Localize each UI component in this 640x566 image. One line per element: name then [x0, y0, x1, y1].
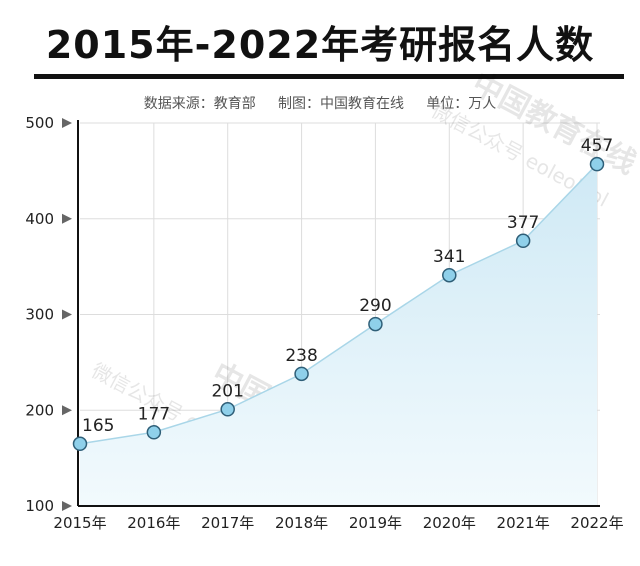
data-point [294, 366, 309, 382]
y-tick-arrow-icon [62, 501, 72, 511]
x-tick-label: 2021年 [497, 514, 550, 532]
x-tick-label: 2019年 [349, 514, 402, 532]
y-tick-arrow-icon [62, 405, 72, 416]
y-tick-label: 400 [25, 210, 54, 228]
area-series [79, 163, 598, 507]
data-label: 238 [285, 346, 317, 366]
data-label: 457 [581, 136, 613, 156]
data-label: 201 [211, 381, 243, 401]
series-line [79, 163, 598, 445]
source-line: 数据来源：教育部 制图：中国教育在线 单位：万人 [143, 96, 497, 112]
chart-title: 2015年-2022年考研报名人数 [45, 23, 595, 67]
data-label: 377 [507, 213, 539, 233]
y-tick-label: 200 [25, 401, 54, 419]
data-label: 341 [433, 247, 465, 267]
data-label: 290 [359, 296, 391, 316]
x-tick-label: 2015年 [53, 514, 106, 532]
x-tick-label: 2020年 [423, 514, 476, 532]
data-point [515, 233, 531, 249]
x-tick-label: 2016年 [127, 514, 180, 532]
y-tick-arrow-icon [62, 309, 72, 320]
data-labels: 165 177 201 238 290 341 377 457 [82, 136, 613, 436]
data-point [146, 425, 162, 440]
x-tick-label: 2022年 [570, 514, 623, 532]
axes: 100 200 300 400 500 2015年 2016年 2017年 2018年 2019年… [25, 114, 623, 532]
x-tick-label: 2017年 [201, 514, 254, 532]
title-underline [34, 74, 624, 79]
y-tick-arrow-icon [62, 213, 72, 224]
y-tick-label: 500 [25, 114, 54, 132]
data-point [368, 316, 383, 332]
data-point [442, 267, 457, 283]
area-fill [80, 164, 597, 507]
data-label: 165 [82, 416, 114, 436]
x-tick-label: 2018年 [275, 514, 328, 532]
y-tick-label: 300 [25, 306, 54, 324]
data-label: 177 [138, 404, 170, 424]
y-tick-label: 100 [25, 497, 54, 515]
y-tick-arrow-icon [62, 118, 72, 128]
data-point [220, 402, 235, 417]
data-point [72, 436, 88, 452]
data-points [72, 156, 605, 452]
data-point [589, 156, 605, 172]
